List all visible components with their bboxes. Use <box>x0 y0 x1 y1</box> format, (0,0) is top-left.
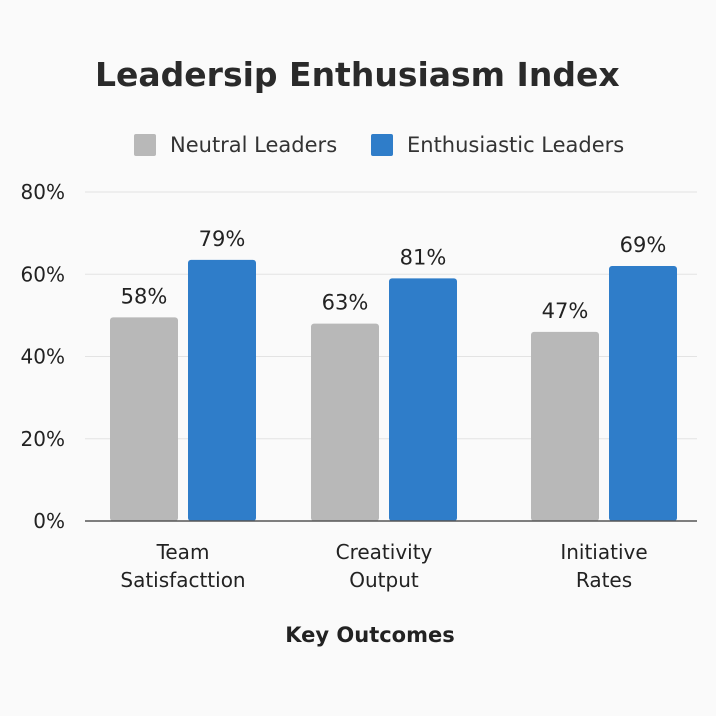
legend-swatch-enthusiastic <box>371 134 393 156</box>
legend-swatch-neutral <box>134 134 156 156</box>
y-tick-label: 80% <box>21 180 65 204</box>
x-axis-title: Key Outcomes <box>285 623 455 647</box>
data-label: 79% <box>199 227 246 251</box>
x-tick-label: Satisfacttion <box>120 568 245 592</box>
bar-enthusiastic <box>188 259 256 521</box>
data-label: 81% <box>400 245 447 269</box>
chart-title: Leadersip Enthusiasm Index <box>95 55 620 94</box>
x-tick-label: Initiative <box>560 540 647 564</box>
bar-neutral <box>531 331 599 521</box>
y-tick-label: 20% <box>21 427 65 451</box>
y-tick-label: 60% <box>21 262 65 286</box>
bar-enthusiastic <box>389 278 457 521</box>
bar-neutral <box>311 323 379 521</box>
legend-item-enthusiastic: Enthusiastic Leaders <box>371 133 624 157</box>
data-label: 58% <box>121 284 168 308</box>
bar-neutral <box>110 317 178 521</box>
data-label: 69% <box>620 233 667 257</box>
x-tick-label: Creativity <box>336 540 433 564</box>
legend-label-enthusiastic: Enthusiastic Leaders <box>407 133 625 157</box>
x-tick-label: Output <box>349 568 419 592</box>
legend-item-neutral: Neutral Leaders <box>134 133 337 157</box>
data-label: 63% <box>322 291 369 315</box>
legend-label-neutral: Neutral Leaders <box>170 133 338 157</box>
y-tick-label: 40% <box>21 345 65 369</box>
x-tick-label: Team <box>156 540 210 564</box>
data-label: 47% <box>542 299 589 323</box>
bar-enthusiastic <box>609 266 677 521</box>
y-tick-label: 0% <box>33 509 65 533</box>
x-tick-label: Rates <box>576 568 632 592</box>
